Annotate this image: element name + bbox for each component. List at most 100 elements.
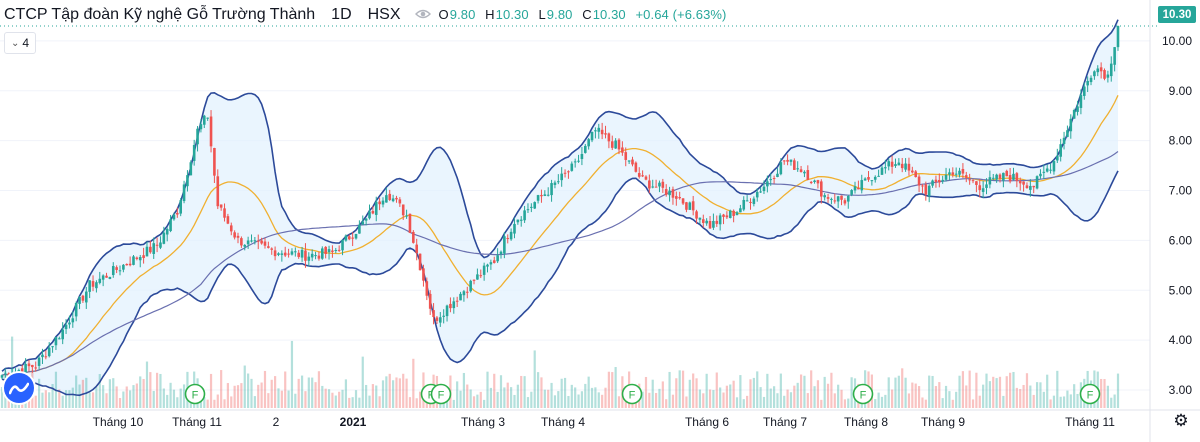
candle-body — [216, 176, 220, 207]
candle-body — [27, 363, 31, 367]
candle-body — [587, 139, 590, 147]
candle-body — [530, 206, 533, 208]
candle-body — [1035, 176, 1039, 189]
candle-body — [176, 212, 179, 215]
volume-bar — [317, 371, 321, 408]
volume-bar — [472, 396, 476, 408]
candle-body — [900, 163, 904, 169]
candle-body — [1022, 181, 1025, 185]
candle-body — [691, 201, 695, 211]
candle-body — [445, 305, 449, 317]
volume-bar — [179, 388, 182, 408]
volume-bar — [115, 386, 118, 408]
candle-body — [914, 171, 918, 178]
volume-bar — [459, 390, 462, 408]
candle-body — [84, 291, 88, 303]
candle-body — [101, 275, 105, 280]
volume-bar — [365, 384, 368, 408]
candle-body — [273, 250, 277, 257]
volume-bar — [597, 392, 600, 408]
chevron-down-icon: ⌄ — [10, 37, 20, 49]
volume-bar — [884, 394, 887, 408]
candle-body — [516, 219, 520, 223]
volume-bar — [98, 374, 101, 408]
volume-bar — [327, 389, 331, 408]
candle-body — [202, 115, 206, 125]
x-tick-label: Tháng 11 — [1065, 415, 1115, 429]
candle-body — [122, 264, 125, 270]
candle-body — [948, 172, 951, 175]
volume-bar — [176, 397, 179, 408]
volume-bar — [965, 385, 968, 408]
x-tick-label: Tháng 3 — [461, 415, 505, 429]
volume-bar — [574, 387, 577, 408]
volume-bar — [7, 394, 10, 408]
candle-body — [486, 264, 489, 267]
candle-body — [425, 281, 429, 296]
candle-body — [975, 181, 978, 185]
eye-icon[interactable] — [414, 7, 431, 19]
candle-body — [658, 182, 661, 187]
volume-bar — [415, 398, 418, 408]
volume-bar — [375, 385, 378, 408]
volume-bar — [307, 377, 310, 408]
change-value: +0.64 (+6.63%) — [635, 7, 727, 22]
candle-body — [1089, 77, 1093, 83]
volume-bar — [715, 372, 718, 408]
volume-bar — [826, 383, 830, 408]
candle-body — [567, 171, 570, 173]
candle-body — [1012, 173, 1015, 180]
candle-body — [580, 154, 584, 160]
candle-body — [509, 231, 513, 240]
candle-body — [88, 280, 91, 292]
x-tick-label: Tháng 10 — [93, 415, 144, 429]
candle-body — [462, 291, 466, 296]
volume-bar — [641, 391, 644, 408]
candle-body — [415, 244, 419, 254]
candle-body — [577, 160, 580, 162]
volume-bar — [1049, 399, 1052, 408]
volume-bar — [607, 371, 610, 408]
candle-body — [968, 179, 971, 181]
candle-body — [981, 188, 985, 192]
candle-body — [897, 162, 901, 166]
candle-body — [513, 223, 516, 234]
volume-bar — [334, 395, 337, 408]
candle-body — [253, 240, 257, 242]
gear-icon[interactable]: ⚙ — [1173, 411, 1189, 430]
candle-body — [125, 263, 129, 266]
tradingview-logo-icon[interactable] — [4, 373, 34, 403]
volume-bar — [695, 378, 698, 408]
volume-bar — [209, 373, 213, 408]
candle-body — [570, 163, 574, 171]
volume-bar — [75, 375, 78, 408]
candle-body — [728, 210, 732, 219]
candle-body — [961, 168, 965, 174]
volume-bar — [489, 387, 492, 408]
candle-body — [61, 329, 64, 340]
candle-body — [809, 181, 813, 184]
volume-bar — [418, 391, 422, 408]
candle-body — [250, 240, 253, 242]
symbol-name[interactable]: CTCP Tập đoàn Kỹ nghệ Gỗ Trường Thành — [4, 6, 316, 23]
candle-body — [233, 232, 236, 238]
volume-bar — [223, 399, 226, 408]
candle-body — [1082, 86, 1086, 96]
candle-body — [152, 243, 156, 254]
indicator-toggle[interactable]: ⌄ 4 — [4, 32, 36, 54]
volume-bar — [705, 373, 708, 408]
volume-bar — [402, 373, 405, 408]
candle-body — [476, 274, 479, 280]
volume-bar — [928, 375, 931, 408]
volume-bar — [563, 377, 567, 408]
interval-label[interactable]: 1D — [331, 6, 352, 23]
candle-body — [637, 173, 641, 177]
candle-body — [1018, 180, 1022, 184]
volume-bar — [280, 390, 283, 408]
volume-bar — [503, 387, 506, 408]
volume-bar — [968, 370, 971, 408]
volume-bar — [44, 390, 47, 408]
volume-bar — [813, 386, 816, 408]
candle-body — [873, 176, 877, 180]
